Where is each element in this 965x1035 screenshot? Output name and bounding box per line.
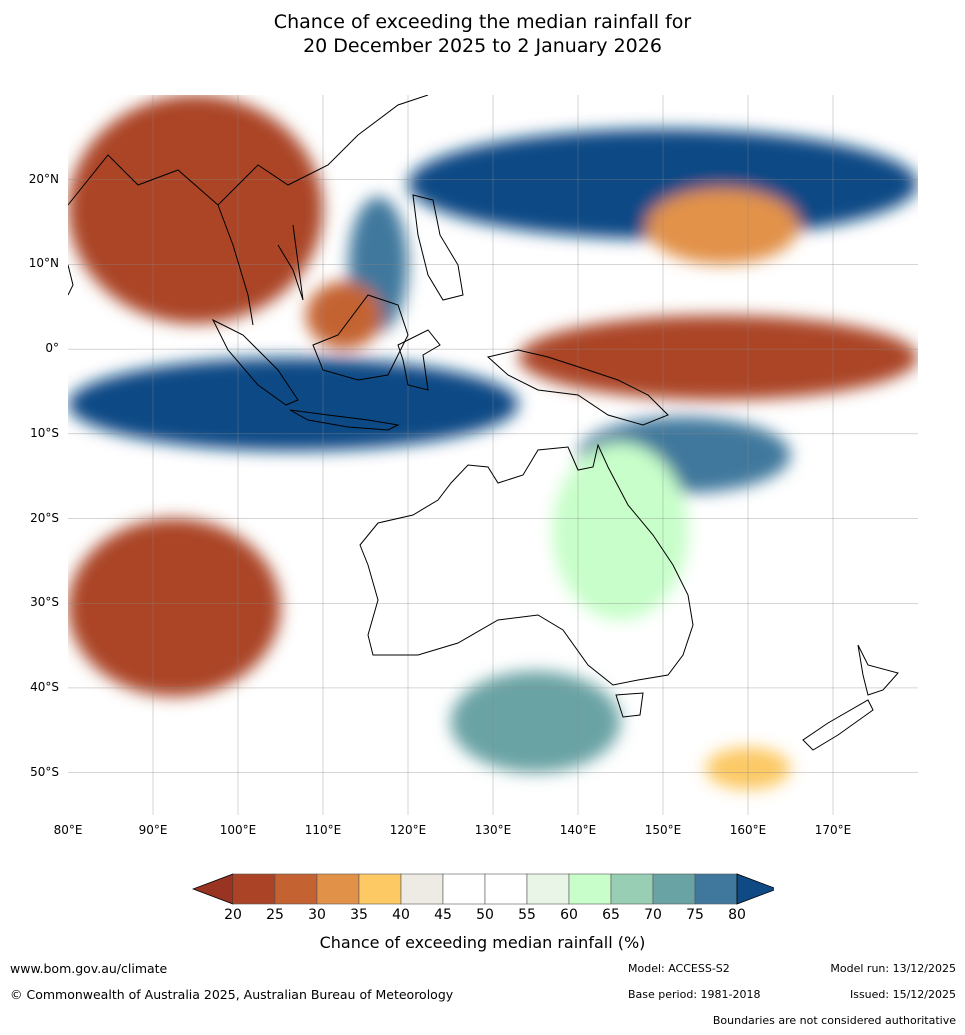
colorbar-tick-label: 60	[560, 907, 578, 923]
latitude-label: 0°	[45, 341, 59, 356]
colorbar-tick-label: 70	[644, 907, 662, 923]
colorbar-segment	[610, 873, 654, 905]
colorbar-segment	[400, 873, 444, 905]
mainland-asia-coastline	[68, 95, 429, 326]
coastlines	[68, 95, 899, 751]
sumatra-coastline	[211, 318, 299, 406]
longitude-label: 90°E	[138, 823, 168, 837]
latitude-label: 40°S	[30, 679, 59, 694]
colorbar-title: Chance of exceeding median rainfall (%)	[319, 933, 646, 952]
rainfall-probability-layer	[68, 95, 918, 790]
longitude-label: 110°E	[304, 823, 342, 837]
colorbar-tick-label: 50	[476, 907, 494, 923]
colorbar-tick-label: 55	[518, 907, 536, 923]
region-northeast-pacific-dry-band	[646, 188, 799, 265]
new-zealand-north-coastline	[857, 644, 899, 696]
latitude-label: 10°S	[30, 425, 59, 440]
new-zealand-south-coastline	[802, 699, 874, 751]
new-guinea-coastline	[486, 349, 669, 426]
website-link[interactable]: www.bom.gov.au/climate	[10, 961, 168, 976]
model-run-label: Model run: 13/12/2025	[830, 962, 956, 975]
colorbar-segment	[652, 873, 696, 905]
longitude-label: 170°E	[814, 823, 852, 837]
graticule	[68, 95, 918, 815]
colorbar-segment	[568, 873, 612, 905]
colorbar-tick-label: 20	[224, 907, 242, 923]
longitude-label: 160°E	[729, 823, 767, 837]
longitude-label: 80°E	[53, 823, 83, 837]
colorbar-low-arrow	[192, 873, 234, 905]
colorbar-tick-label: 25	[266, 907, 284, 923]
colorbar-segment	[526, 873, 570, 905]
region-southwest-indian-ocean-dry	[68, 518, 281, 697]
disclaimer-text: Boundaries are not considered authoritat…	[712, 1014, 956, 1027]
colorbar-segment	[484, 873, 528, 905]
longitude-label: 150°E	[644, 823, 682, 837]
model-label: Model: ACCESS-S2	[628, 962, 730, 975]
tasmania-coastline	[615, 692, 644, 718]
colorbar-tick-label: 75	[686, 907, 704, 923]
region-australia-east-wet	[552, 442, 689, 621]
region-indian-ocean-equatorial-wet	[68, 357, 519, 451]
borneo-coastline	[312, 294, 409, 381]
title-line-2: 20 December 2025 to 2 January 2026	[303, 35, 662, 57]
latitude-label: 20°S	[30, 510, 59, 525]
latitude-label: 50°S	[30, 764, 59, 779]
colorbar-segment	[358, 873, 402, 905]
colorbar-tick-label: 45	[434, 907, 452, 923]
issued-label: Issued: 15/12/2025	[849, 988, 956, 1001]
philippines-coastline	[412, 194, 464, 301]
colorbar-segment	[316, 873, 360, 905]
colorbar-tick-label: 35	[350, 907, 368, 923]
latitude-label: 10°N	[28, 256, 59, 271]
chart-title: Chance of exceeding the median rainfall …	[0, 10, 965, 58]
colorbar-tick-label: 65	[602, 907, 620, 923]
latitude-label: 20°N	[28, 171, 59, 186]
base-period-label: Base period: 1981-2018	[628, 988, 761, 1001]
colorbar-tick-label: 40	[392, 907, 410, 923]
colorbar	[192, 873, 774, 905]
latitude-label: 30°S	[30, 595, 59, 610]
colorbar-tick-label: 30	[308, 907, 326, 923]
region-northwest-dry	[68, 95, 323, 324]
colorbar-high-arrow	[736, 873, 774, 905]
sulawesi-coastline	[397, 329, 441, 391]
longitude-label: 140°E	[559, 823, 597, 837]
longitude-label: 100°E	[219, 823, 257, 837]
colorbar-tick-label: 80	[728, 907, 746, 923]
java-coastline	[289, 409, 400, 431]
longitude-label: 130°E	[474, 823, 512, 837]
region-borneo-dry	[306, 281, 383, 350]
region-southern-ocean-wet	[450, 671, 621, 773]
colorbar-segment	[442, 873, 486, 905]
map-canvas	[68, 95, 918, 815]
longitude-label: 120°E	[389, 823, 427, 837]
sri-lanka-coastline	[68, 264, 74, 296]
forecast-map	[68, 95, 918, 815]
colorbar-segment	[232, 873, 276, 905]
region-western-pacific-equatorial-dry	[518, 315, 918, 400]
title-line-1: Chance of exceeding the median rainfall …	[273, 11, 692, 33]
australia-coastline	[359, 443, 694, 686]
colorbar-segment	[274, 873, 318, 905]
copyright-text: © Commonwealth of Australia 2025, Austra…	[10, 987, 454, 1002]
colorbar-segment	[694, 873, 738, 905]
